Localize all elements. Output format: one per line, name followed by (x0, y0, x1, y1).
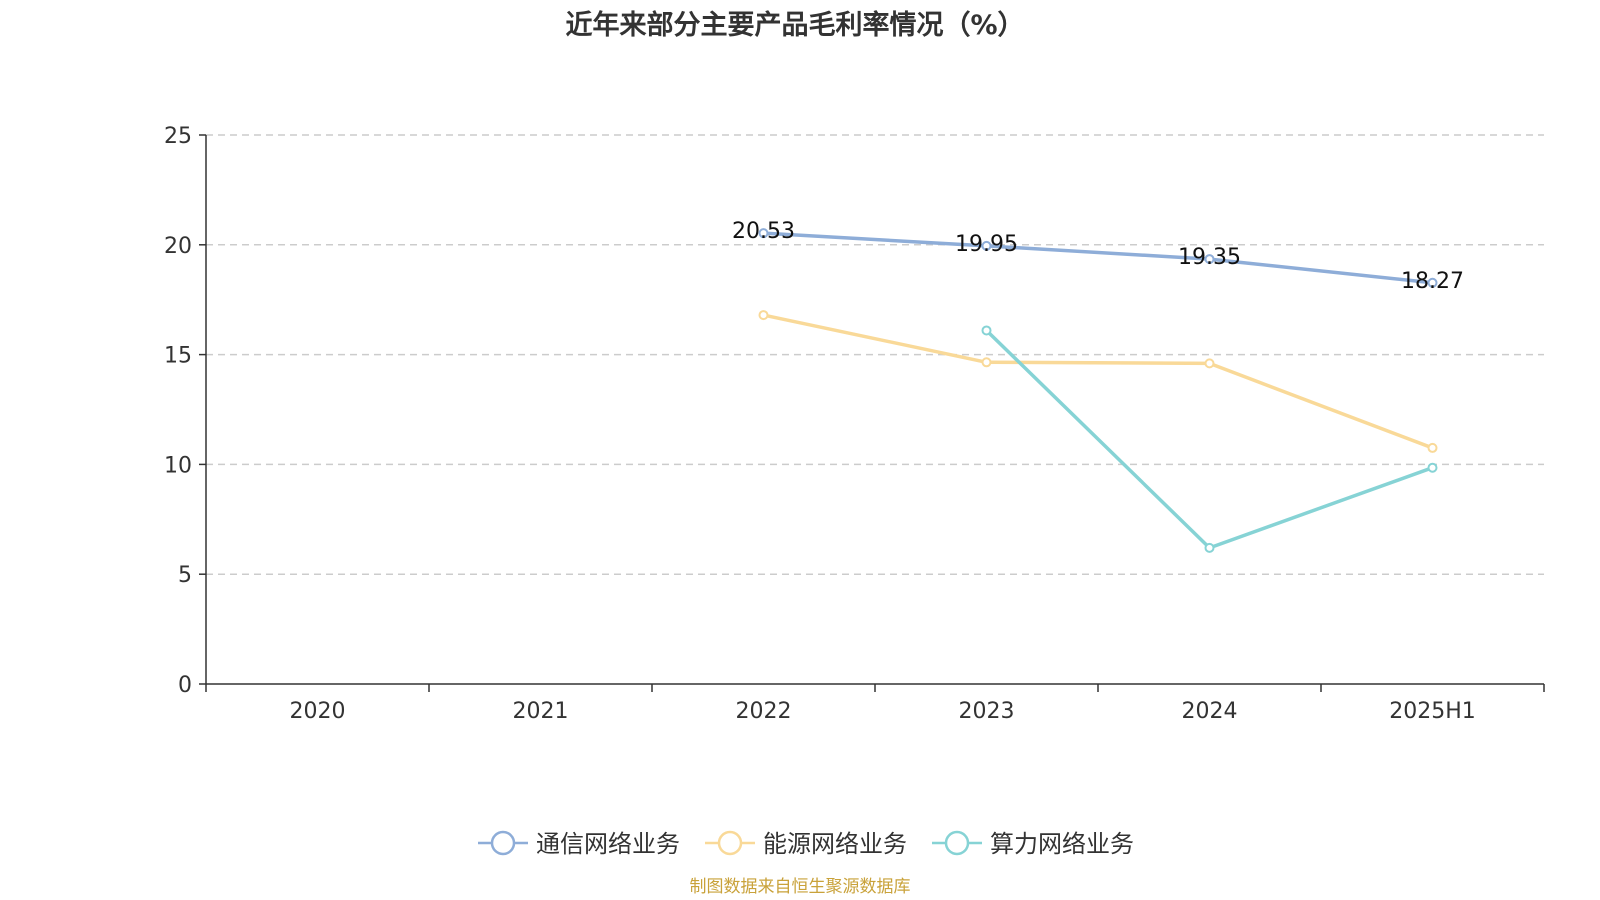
x-tick-label: 2024 (1182, 699, 1238, 724)
y-tick-label: 10 (164, 453, 192, 478)
legend-marker (944, 830, 970, 856)
data-point[interactable] (981, 357, 992, 368)
chart-title: 近年来部分主要产品毛利率情况（%） (565, 9, 1024, 41)
series-lines (758, 228, 1438, 553)
data-label: 19.95 (955, 232, 1018, 257)
legend-marker (490, 830, 516, 856)
data-point[interactable] (1204, 254, 1215, 265)
legend-item-0[interactable]: 通信网络业务 (478, 830, 680, 858)
data-labels: 20.53 19.95 19.35 18.27 (732, 219, 1464, 294)
x-tick-label: 2023 (959, 699, 1015, 724)
x-tick-label: 2025H1 (1389, 699, 1476, 724)
series-line-1 (763, 313, 1434, 450)
y-tick-label: 25 (164, 124, 192, 149)
data-point[interactable] (758, 310, 769, 321)
data-point[interactable] (1427, 442, 1438, 453)
axes: 0 5 10 15 20 25 2020 2021 2022 2023 2024 2025H1 (164, 124, 1545, 724)
legend-item-2[interactable]: 算力网络业务 (932, 830, 1134, 858)
series-line-0 (763, 231, 1433, 285)
data-point[interactable] (1427, 462, 1438, 473)
data-label: 18.27 (1401, 269, 1464, 294)
x-tick-label: 2021 (513, 699, 569, 724)
source-note: 制图数据来自恒生聚源数据库 (690, 877, 911, 897)
data-point[interactable] (1204, 358, 1215, 369)
legend-label: 算力网络业务 (990, 830, 1134, 858)
legend-label: 能源网络业务 (763, 830, 907, 858)
y-tick-label: 0 (178, 673, 192, 698)
data-label: 19.35 (1178, 245, 1241, 270)
y-tick-label: 20 (164, 234, 192, 259)
data-point[interactable] (758, 228, 769, 239)
data-point[interactable] (1204, 542, 1215, 553)
x-tick-label: 2022 (736, 699, 792, 724)
y-tick-label: 15 (164, 344, 192, 369)
x-tick-label: 2020 (290, 699, 346, 724)
data-point[interactable] (1427, 277, 1438, 288)
legend-label: 通信网络业务 (536, 830, 680, 858)
grid-lines (206, 134, 1544, 575)
y-tick-label: 5 (178, 563, 192, 588)
data-label: 20.53 (732, 219, 795, 244)
legend-item-1[interactable]: 能源网络业务 (705, 830, 907, 858)
legend-marker (717, 830, 743, 856)
data-point[interactable] (981, 325, 992, 336)
legend: 通信网络业务 能源网络业务 算力网络业务 (478, 830, 1134, 858)
data-point[interactable] (981, 240, 992, 251)
